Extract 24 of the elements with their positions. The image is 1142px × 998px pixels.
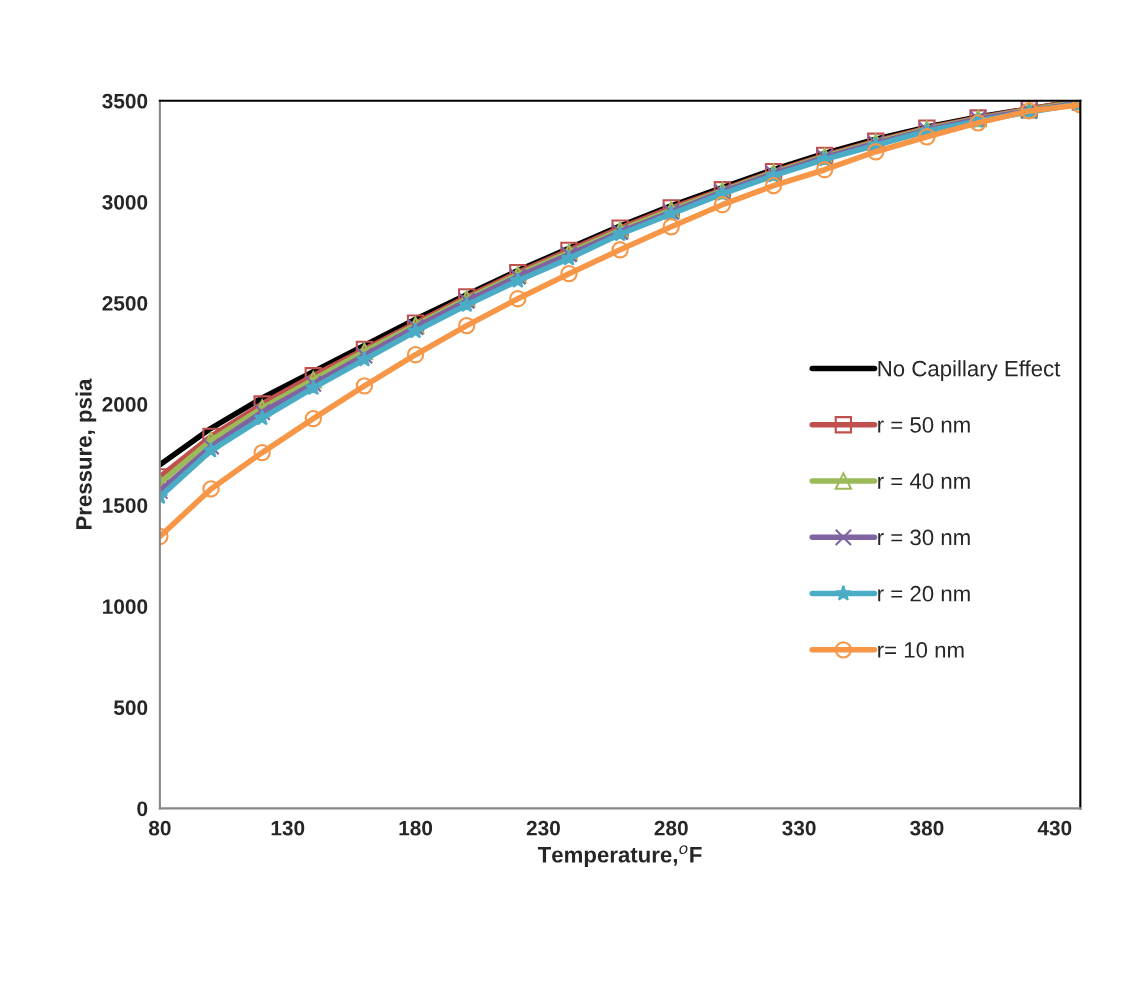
legend-label: No Capillary Effect xyxy=(878,360,1061,381)
y-tick-label: 0 xyxy=(137,801,148,817)
x-tick-label: 330 xyxy=(782,820,816,836)
x-tick-label: 430 xyxy=(1037,820,1072,836)
legend-label: r = 20 nm xyxy=(878,585,970,602)
legend-label: r = 40 nm xyxy=(878,473,970,490)
x-tick-label: 230 xyxy=(526,820,560,836)
x-tick-label: 80 xyxy=(148,820,171,836)
y-tick-label: 3000 xyxy=(102,194,148,210)
x-tick-label: 180 xyxy=(399,820,433,836)
y-tick-label: 1500 xyxy=(103,498,148,513)
y-tick-label: 3500 xyxy=(102,93,148,109)
x-axis-title: Temperature,$^{o}$F xyxy=(537,845,702,867)
x-tick-label: 380 xyxy=(910,820,944,836)
legend-label: r = 30 nm xyxy=(878,529,970,546)
x-tick-label: 130 xyxy=(271,820,305,836)
y-axis-title: Pressure, psia xyxy=(75,378,97,530)
y-tick-label: 2000 xyxy=(102,397,148,412)
y-tick-label: 1000 xyxy=(103,599,148,614)
y-tick-label: 2500 xyxy=(102,295,148,311)
x-tick-label: 280 xyxy=(654,820,688,836)
legend-label: r = 50 nm xyxy=(878,417,970,433)
legend-label: r= 10 nm xyxy=(878,642,964,658)
y-tick-label: 500 xyxy=(113,700,148,716)
